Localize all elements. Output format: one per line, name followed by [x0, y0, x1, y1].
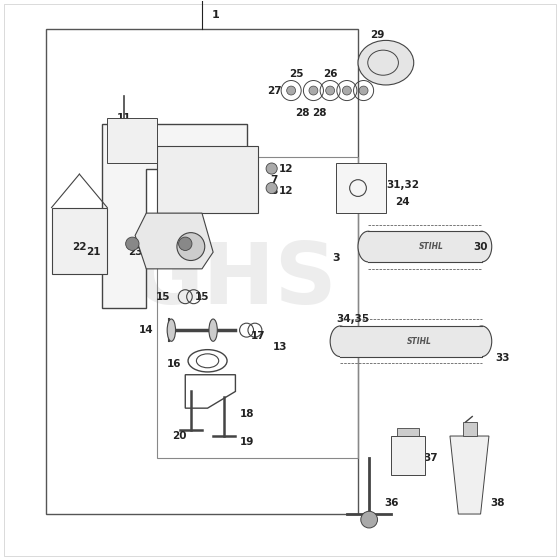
Text: 31,32: 31,32: [386, 180, 419, 190]
Text: 18: 18: [239, 409, 254, 419]
Circle shape: [361, 511, 377, 528]
Text: 24: 24: [395, 197, 410, 207]
Text: 9: 9: [132, 147, 139, 157]
Bar: [397, 428, 419, 436]
Circle shape: [359, 86, 368, 95]
Polygon shape: [135, 213, 213, 269]
Text: 23: 23: [128, 247, 142, 257]
Circle shape: [266, 183, 277, 194]
Ellipse shape: [167, 319, 175, 341]
Bar: [52, 208, 108, 274]
Text: 14: 14: [139, 325, 153, 335]
Bar: [340, 326, 482, 357]
Text: 6: 6: [170, 244, 178, 254]
Ellipse shape: [358, 40, 414, 85]
Text: 26: 26: [323, 69, 337, 79]
Circle shape: [179, 237, 192, 250]
Text: 28: 28: [295, 108, 310, 118]
Text: 10: 10: [122, 152, 137, 162]
Text: 13: 13: [273, 342, 287, 352]
Text: 29: 29: [370, 30, 385, 40]
Circle shape: [125, 237, 139, 250]
Text: 2: 2: [81, 208, 89, 218]
Text: 15: 15: [156, 292, 170, 302]
Ellipse shape: [472, 326, 492, 357]
Bar: [368, 231, 482, 262]
Text: 20: 20: [172, 431, 187, 441]
Text: 25: 25: [290, 69, 304, 79]
Circle shape: [342, 86, 351, 95]
Bar: [46, 29, 358, 514]
Text: 15: 15: [195, 292, 209, 302]
Bar: [336, 163, 386, 213]
Bar: [463, 422, 477, 436]
Text: 8: 8: [271, 186, 278, 196]
Text: GHS: GHS: [133, 239, 338, 321]
Text: 17: 17: [250, 331, 265, 340]
Text: STIHL: STIHL: [419, 242, 444, 251]
Text: 1: 1: [212, 10, 220, 20]
Ellipse shape: [330, 326, 350, 357]
Text: 36: 36: [384, 498, 399, 508]
Ellipse shape: [209, 319, 217, 341]
Text: 27: 27: [267, 86, 282, 96]
Polygon shape: [450, 436, 489, 514]
Text: 28: 28: [312, 108, 326, 118]
Ellipse shape: [358, 231, 378, 262]
Text: STIHL: STIHL: [407, 337, 431, 346]
Text: 19: 19: [239, 437, 254, 446]
Bar: [157, 146, 258, 213]
Text: 11: 11: [116, 114, 131, 123]
Circle shape: [266, 163, 277, 174]
Text: 30: 30: [473, 241, 488, 251]
Circle shape: [177, 232, 205, 260]
Text: 4: 4: [165, 220, 172, 229]
Ellipse shape: [472, 231, 492, 262]
Text: 34,35: 34,35: [336, 314, 369, 324]
Text: 38: 38: [490, 498, 505, 508]
Text: 7: 7: [270, 175, 278, 185]
Polygon shape: [102, 124, 246, 308]
Bar: [391, 436, 425, 475]
Text: 37: 37: [423, 453, 438, 463]
Text: 16: 16: [167, 358, 181, 368]
Text: 22: 22: [72, 241, 87, 251]
Text: 33: 33: [496, 353, 510, 363]
Text: 12: 12: [278, 164, 293, 174]
Text: 5: 5: [198, 250, 206, 260]
Circle shape: [326, 86, 335, 95]
Circle shape: [287, 86, 296, 95]
Text: 12: 12: [278, 186, 293, 196]
Circle shape: [309, 86, 318, 95]
Text: 3: 3: [332, 253, 339, 263]
Bar: [108, 118, 157, 163]
Text: 21: 21: [86, 247, 101, 257]
